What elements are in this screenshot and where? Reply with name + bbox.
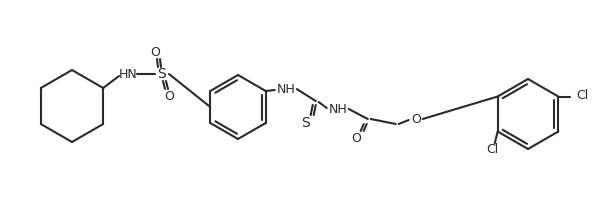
Text: S: S xyxy=(302,116,310,130)
Text: S: S xyxy=(157,67,166,81)
Text: NH: NH xyxy=(329,103,347,116)
Text: O: O xyxy=(351,132,361,146)
Text: O: O xyxy=(150,46,160,58)
Text: HN: HN xyxy=(119,67,137,80)
Text: NH: NH xyxy=(276,83,295,95)
Text: Cl: Cl xyxy=(576,89,589,102)
Text: O: O xyxy=(411,113,421,125)
Text: Cl: Cl xyxy=(487,143,499,156)
Text: O: O xyxy=(164,89,174,103)
